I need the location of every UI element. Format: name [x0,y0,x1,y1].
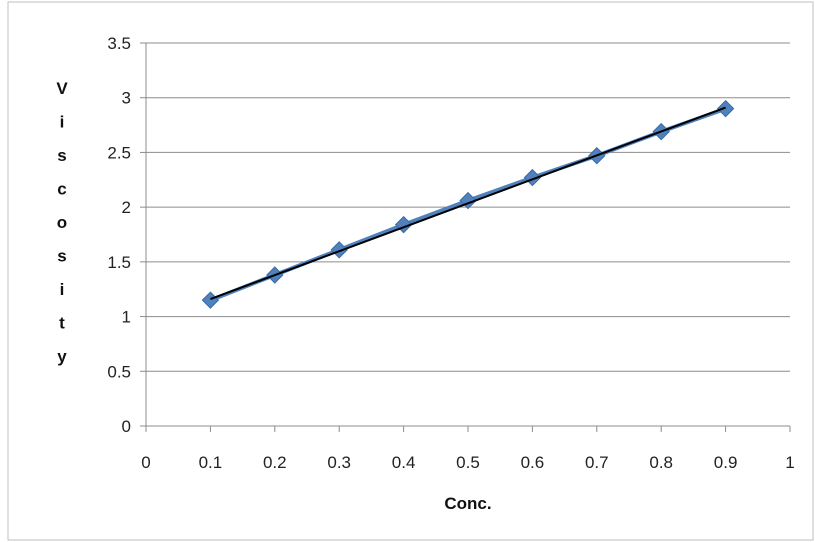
x-tick-label: 0.6 [521,453,545,472]
y-axis-title-letter: t [59,314,65,333]
y-tick-label: 1.5 [107,253,131,272]
y-axis-title-letter: V [56,79,68,98]
trendline [210,106,726,301]
y-axis-title-letter: s [57,247,66,266]
x-tick-label: 0.5 [456,453,480,472]
axes [140,42,791,432]
y-tick-label: 3.5 [107,34,131,53]
y-tick-label: 1 [122,308,131,327]
x-tick-label: 0.2 [263,453,287,472]
x-tick-label: 0 [141,453,150,472]
x-tick-label: 0.4 [392,453,416,472]
chart-border [7,1,814,541]
y-axis-title-letter: y [57,347,67,366]
x-tick-label: 0.7 [585,453,609,472]
x-tick-label: 1 [785,453,794,472]
y-tick-label: 0 [122,417,131,436]
data-point [330,241,348,259]
y-tick-label: 0.5 [107,362,131,381]
x-axis-title: Conc. [444,494,491,513]
y-tick-label: 2.5 [107,143,131,162]
y-axis-title-letter: i [60,280,65,299]
x-tick-label: 0.9 [714,453,738,472]
x-tick-labels: 0 0.1 0.2 0.3 0.4 0.5 0.6 0.7 0.8 0.9 1 [141,453,794,472]
y-axis-title-letter: i [60,113,65,132]
y-axis-title-letter: o [57,213,67,232]
gridlines [146,42,790,372]
trendline-group [210,106,726,301]
y-axis-title-letter: c [57,180,66,199]
x-tick-label: 0.3 [327,453,351,472]
y-tick-labels: 0 0.5 1 1.5 2 2.5 3 3.5 [107,34,131,436]
y-tick-label: 3 [122,89,131,108]
data-point [716,99,735,118]
y-axis-title-letter: s [57,146,66,165]
x-tick-label: 0.8 [649,453,673,472]
y-tick-label: 2 [122,198,131,217]
x-tick-label: 0.1 [199,453,223,472]
